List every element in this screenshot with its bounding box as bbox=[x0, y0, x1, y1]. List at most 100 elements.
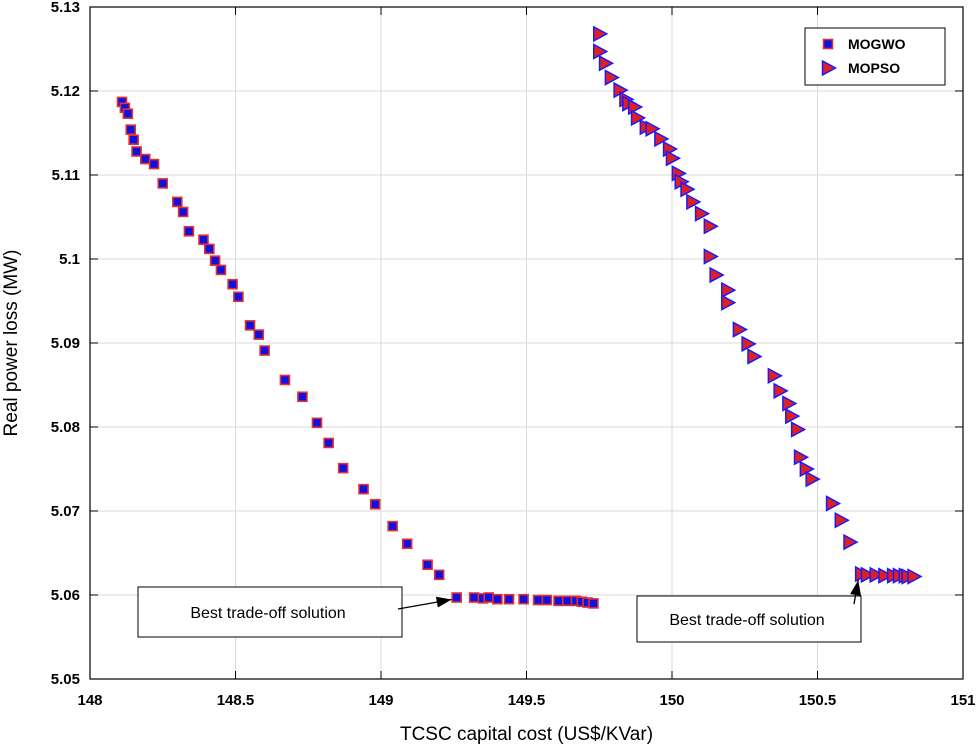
data-point bbox=[323, 437, 334, 449]
data-point bbox=[805, 470, 821, 488]
data-point bbox=[401, 538, 413, 550]
y-tick-label: 5.11 bbox=[52, 167, 80, 184]
data-point bbox=[311, 417, 323, 429]
data-point bbox=[686, 193, 702, 211]
data-point bbox=[125, 124, 137, 135]
data-point bbox=[279, 374, 291, 386]
data-point bbox=[793, 448, 810, 466]
legend-marker bbox=[822, 38, 834, 50]
data-point bbox=[782, 395, 798, 412]
series-mogwo bbox=[116, 96, 599, 609]
annotation-arrow-head bbox=[850, 580, 862, 596]
annotation-best-tradeoff: Best trade-off solution bbox=[137, 586, 452, 638]
data-point bbox=[703, 217, 719, 235]
data-point bbox=[177, 206, 189, 218]
legend-box bbox=[804, 27, 946, 86]
data-point bbox=[680, 181, 696, 198]
legend-marker bbox=[821, 59, 838, 77]
data-point bbox=[233, 291, 244, 303]
data-point bbox=[503, 593, 515, 605]
data-point bbox=[907, 568, 923, 585]
data-point bbox=[665, 149, 682, 167]
x-tick-label: 150 bbox=[659, 692, 684, 709]
data-point bbox=[468, 592, 480, 603]
data-point bbox=[767, 367, 783, 385]
y-tick-label: 5.06 bbox=[51, 587, 80, 604]
data-point bbox=[834, 511, 850, 529]
x-axis-label: TCSC capital cost (US$/KVar) bbox=[400, 724, 653, 745]
data-point bbox=[204, 243, 215, 255]
data-point bbox=[741, 335, 757, 353]
data-point bbox=[593, 25, 609, 43]
y-tick-label: 5.1 bbox=[59, 251, 80, 268]
x-tick-label: 149.5 bbox=[508, 692, 546, 709]
annotation-text: Best trade-off solution bbox=[669, 612, 824, 629]
data-point bbox=[694, 205, 711, 222]
data-point bbox=[259, 345, 270, 356]
data-point bbox=[358, 483, 369, 495]
data-point bbox=[387, 520, 398, 532]
series-mopso bbox=[593, 25, 923, 585]
x-tick-label: 148.5 bbox=[217, 692, 255, 709]
data-point bbox=[337, 462, 349, 474]
data-point bbox=[157, 178, 169, 189]
x-tick-label: 151 bbox=[950, 692, 975, 709]
data-point bbox=[122, 108, 134, 119]
data-point bbox=[422, 559, 433, 571]
data-point bbox=[630, 109, 647, 127]
data-point bbox=[721, 294, 737, 311]
data-point bbox=[297, 391, 308, 403]
data-point bbox=[588, 598, 599, 609]
data-point bbox=[732, 321, 749, 338]
data-point bbox=[860, 566, 877, 584]
annotations: Best trade-off solution Best trade-off so… bbox=[137, 580, 862, 643]
legend-label: MOPSO bbox=[848, 60, 900, 76]
y-tick-labels: 5.05 5.06 5.07 5.08 5.09 5.1 5.11 5.12 5.13 bbox=[51, 0, 80, 688]
legend: MOGWO MOPSO bbox=[804, 27, 946, 86]
data-point bbox=[483, 592, 494, 603]
y-tick-label: 5.12 bbox=[51, 83, 80, 100]
y-tick-label: 5.05 bbox=[51, 671, 80, 688]
data-point bbox=[703, 248, 719, 265]
legend-item-mopso: MOPSO bbox=[821, 59, 900, 77]
data-series bbox=[116, 25, 923, 609]
legend-label: MOGWO bbox=[848, 36, 906, 52]
data-point bbox=[369, 498, 381, 510]
data-point bbox=[433, 569, 445, 581]
data-point bbox=[148, 158, 160, 170]
data-point bbox=[721, 281, 737, 299]
data-point bbox=[773, 382, 789, 400]
data-point bbox=[139, 153, 151, 165]
data-point bbox=[790, 421, 807, 438]
data-point bbox=[451, 592, 462, 603]
y-tick-label: 5.13 bbox=[51, 0, 80, 16]
x-tick-label: 148 bbox=[77, 692, 102, 709]
data-point bbox=[593, 43, 609, 60]
y-tick-label: 5.08 bbox=[51, 419, 80, 436]
data-point bbox=[492, 593, 503, 605]
data-point bbox=[215, 264, 227, 276]
x-tick-label: 150.5 bbox=[799, 692, 837, 709]
data-point bbox=[244, 320, 256, 331]
data-point bbox=[785, 407, 801, 425]
data-point bbox=[843, 533, 859, 551]
x-tick-labels: 148 148.5 149 149.5 150 150.5 151 bbox=[77, 692, 975, 709]
data-point bbox=[172, 196, 183, 208]
data-point bbox=[553, 595, 564, 607]
data-point bbox=[532, 594, 544, 606]
data-point bbox=[128, 134, 139, 146]
data-point bbox=[869, 566, 885, 584]
data-point bbox=[878, 567, 894, 584]
data-point bbox=[518, 593, 529, 605]
data-point bbox=[541, 594, 553, 606]
x-tick-label: 149 bbox=[368, 692, 393, 709]
annotation-box bbox=[137, 586, 403, 638]
data-point bbox=[209, 255, 221, 266]
data-point bbox=[709, 266, 725, 284]
y-tick-label: 5.09 bbox=[51, 335, 80, 352]
y-axis-label: Real power loss (MW) bbox=[1, 250, 22, 437]
data-point bbox=[825, 495, 842, 512]
data-point bbox=[561, 595, 573, 607]
data-point bbox=[227, 278, 238, 290]
